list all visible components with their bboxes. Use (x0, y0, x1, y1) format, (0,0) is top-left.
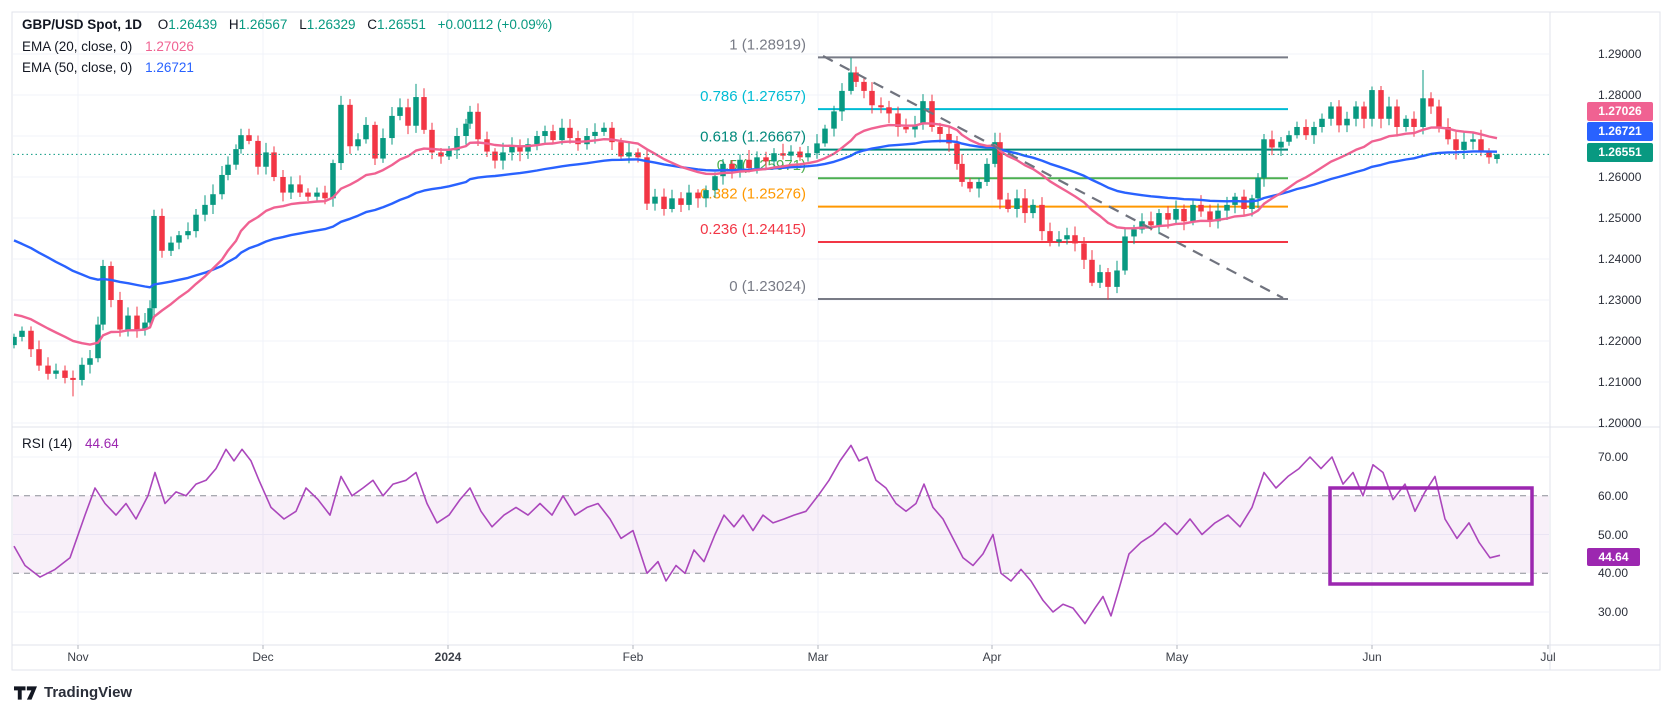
time-axis-label: 2024 (434, 650, 462, 664)
fib-level-label: 0 (1.23024) (729, 278, 806, 295)
time-axis-label: Jun (1362, 650, 1382, 664)
time-axis-label: Mar (807, 650, 829, 664)
rsi-label: RSI (14) (22, 436, 73, 451)
symbol-title: GBP/USD Spot, 1D (22, 17, 143, 32)
fib-retracement-drawing[interactable]: 1 (1.28919) 0.786 (1.27657) 0.618 (1.26667… (700, 36, 1288, 301)
time-axis-label: Jul (1540, 650, 1556, 664)
fib-level-label: 0.618 (1.26667) (700, 129, 806, 146)
time-axis-label: Nov (67, 650, 89, 664)
fib-level-label: 0.236 (1.24415) (700, 221, 806, 238)
symbol-legend-row[interactable]: GBP/USD Spot, 1D O1.26439 H1.26567 L1.26… (22, 14, 552, 36)
ohlc-high: H1.26567 (228, 17, 288, 32)
time-axis-label: Apr (982, 650, 1002, 664)
tradingview-logo-link[interactable]: TradingView (14, 684, 132, 701)
rsi-value-badge: 44.64 (1587, 548, 1640, 566)
time-axis-label: Feb (622, 650, 644, 664)
ema20-legend-row[interactable]: EMA (20, close, 0) 1.27026 (22, 36, 552, 58)
rsi-band-fill (13, 495, 1549, 574)
rsi-axis-tick: 40.00 (1598, 566, 1629, 581)
gridlines (13, 13, 1549, 644)
price-axis-tick: 1.22000 (1598, 334, 1642, 348)
chart-frame (11, 11, 1661, 671)
rsi-annotation-box[interactable] (1328, 486, 1534, 586)
price-axis-tick: 1.25000 (1598, 211, 1642, 225)
rsi-value: 44.64 (85, 436, 119, 451)
fib-level-label: 1 (1.28919) (729, 36, 806, 53)
tradingview-logo-text: TradingView (44, 684, 133, 701)
price-axis-tick: 1.24000 (1598, 252, 1642, 266)
price-axis-tick: 1.20000 (1598, 416, 1642, 430)
fib-level-label: 0.382 (1.25276) (700, 186, 806, 203)
time-axis-label: May (1165, 650, 1189, 664)
time-axis-label: Dec (252, 650, 274, 664)
price-axis-tick: 1.23000 (1598, 293, 1642, 307)
fib-level-label: 0.786 (1.27657) (700, 88, 806, 105)
main-legend: GBP/USD Spot, 1D O1.26439 H1.26567 L1.26… (22, 14, 552, 79)
change-value: +0.00112 (+0.09%) (437, 17, 553, 32)
ema20-value: 1.27026 (145, 38, 194, 54)
price-axis-tick: 1.26000 (1598, 170, 1642, 184)
price-badge: 1.26721 (1587, 122, 1653, 141)
price-badge: 1.26551 (1587, 143, 1653, 162)
rsi-axis-tick: 30.00 (1598, 605, 1629, 619)
rsi-axis-tick: 50.00 (1598, 527, 1629, 542)
ema50-value: 1.26721 (145, 60, 194, 75)
ema20-line[interactable] (13, 122, 1498, 346)
ema50-legend-row[interactable]: EMA (50, close, 0) 1.26721 (22, 57, 552, 79)
price-axis-tick: 1.28000 (1598, 88, 1642, 102)
ohlc-open: O1.26439 (157, 17, 218, 32)
ema20-label: EMA (20, close, 0) (22, 38, 133, 54)
ema50-label: EMA (50, close, 0) (22, 60, 133, 75)
rsi-line[interactable] (13, 444, 1501, 625)
price-axis-tick: 1.29000 (1598, 47, 1642, 61)
price-badge: 1.27026 (1587, 102, 1653, 121)
trendline-drawing[interactable] (822, 55, 1284, 299)
ohlc-close: C1.26551 (367, 17, 426, 32)
tradingview-logo-icon (14, 685, 37, 700)
rsi-legend-row[interactable]: RSI (14) 44.64 (22, 436, 119, 451)
rsi-axis-tick: 60.00 (1598, 488, 1629, 503)
rsi-axis-tick: 70.00 (1598, 450, 1629, 464)
price-axis-tick: 1.21000 (1598, 375, 1642, 389)
ohlc-low: L1.26329 (299, 17, 356, 32)
